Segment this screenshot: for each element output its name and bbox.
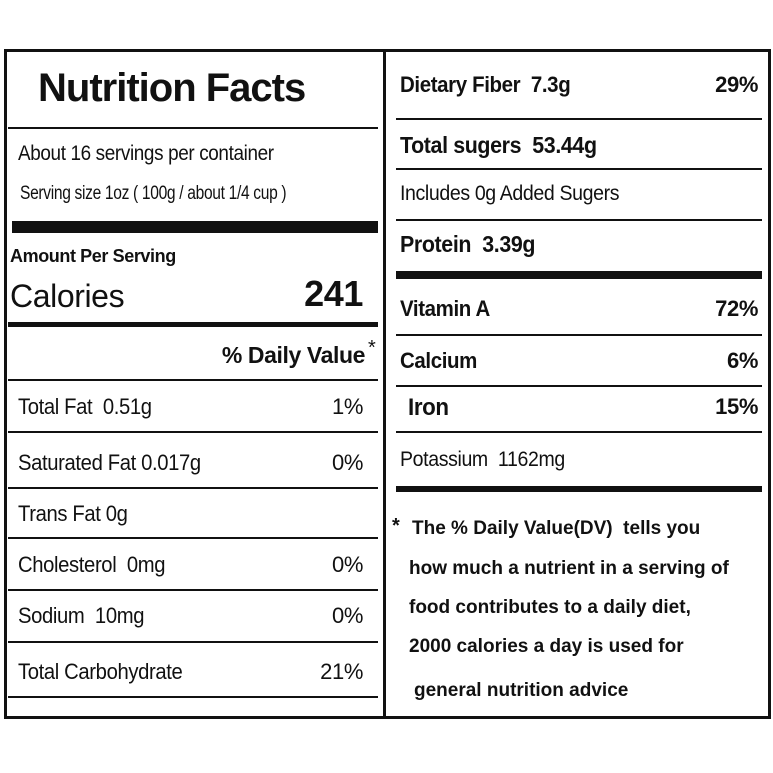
rule xyxy=(8,487,378,489)
daily-value: 0% xyxy=(332,450,363,475)
daily-value: 15% xyxy=(715,394,758,419)
calories-label: Calories xyxy=(10,278,125,314)
rule xyxy=(396,431,762,433)
footnote-mark: * xyxy=(392,515,400,537)
nutrient-name: Vitamin A xyxy=(400,296,490,321)
daily-value: 29% xyxy=(715,72,758,97)
border xyxy=(4,716,771,719)
rule xyxy=(12,221,378,233)
rule xyxy=(8,127,378,129)
daily-value: 21% xyxy=(320,659,363,684)
divider xyxy=(383,49,386,719)
border xyxy=(4,49,7,719)
daily-value: 1% xyxy=(332,394,363,419)
rule xyxy=(8,589,378,591)
footnote-line: The % Daily Value(DV) tells you xyxy=(412,518,701,539)
rule xyxy=(8,696,378,698)
border xyxy=(768,49,771,719)
rule xyxy=(396,385,762,387)
rule xyxy=(396,219,762,221)
nutrient-name: Saturated Fat 0.017g xyxy=(18,450,201,475)
amount-per-serving: Amount Per Serving xyxy=(10,246,176,266)
rule xyxy=(396,486,762,492)
rule xyxy=(8,537,378,539)
nutrient-name: Total Fat 0.51g xyxy=(18,394,152,419)
daily-value: 72% xyxy=(715,296,758,321)
footnote-line: 2000 calories a day is used for xyxy=(409,636,684,657)
rule xyxy=(8,431,378,433)
rule xyxy=(8,379,378,381)
calories-value: 241 xyxy=(304,273,363,314)
daily-value: 0% xyxy=(332,552,363,577)
rule xyxy=(396,271,762,279)
rule xyxy=(396,168,762,170)
rule xyxy=(396,118,762,120)
footnote-line: how much a nutrient in a serving of xyxy=(409,558,729,579)
nutrient-name: Cholesterol 0mg xyxy=(18,552,166,577)
nutrient-name: Includes 0g Added Sugers xyxy=(400,182,620,205)
serving-size: Serving size 1oz ( 100g / about 1/4 cup … xyxy=(20,183,287,204)
rule xyxy=(8,322,378,327)
footnote-line: food contributes to a daily diet, xyxy=(409,597,691,618)
servings: About 16 servings per container xyxy=(18,142,274,165)
nutrient-name: Calcium xyxy=(400,348,478,373)
nutrient-name: Potassium 1162mg xyxy=(400,448,565,471)
title: Nutrition Facts xyxy=(38,66,306,110)
daily-value: 0% xyxy=(332,603,363,628)
nutrient-name: Trans Fat 0g xyxy=(18,501,128,526)
nutrient-name: Sodium 10mg xyxy=(18,603,145,628)
daily-value-header: % Daily Value xyxy=(221,342,366,368)
nutrient-name: Total sugers 53.44g xyxy=(400,132,597,158)
footnote-line: general nutrition advice xyxy=(414,680,629,701)
daily-value: 6% xyxy=(727,348,758,373)
nutrient-name: Dietary Fiber 7.3g xyxy=(400,72,571,97)
nutrient-name: Iron xyxy=(408,394,449,421)
border xyxy=(4,49,771,52)
asterisk: * xyxy=(368,337,376,359)
rule xyxy=(396,334,762,336)
rule xyxy=(8,641,378,643)
nutrient-name: Protein 3.39g xyxy=(400,231,536,257)
nutrient-name: Total Carbohydrate xyxy=(18,659,183,684)
